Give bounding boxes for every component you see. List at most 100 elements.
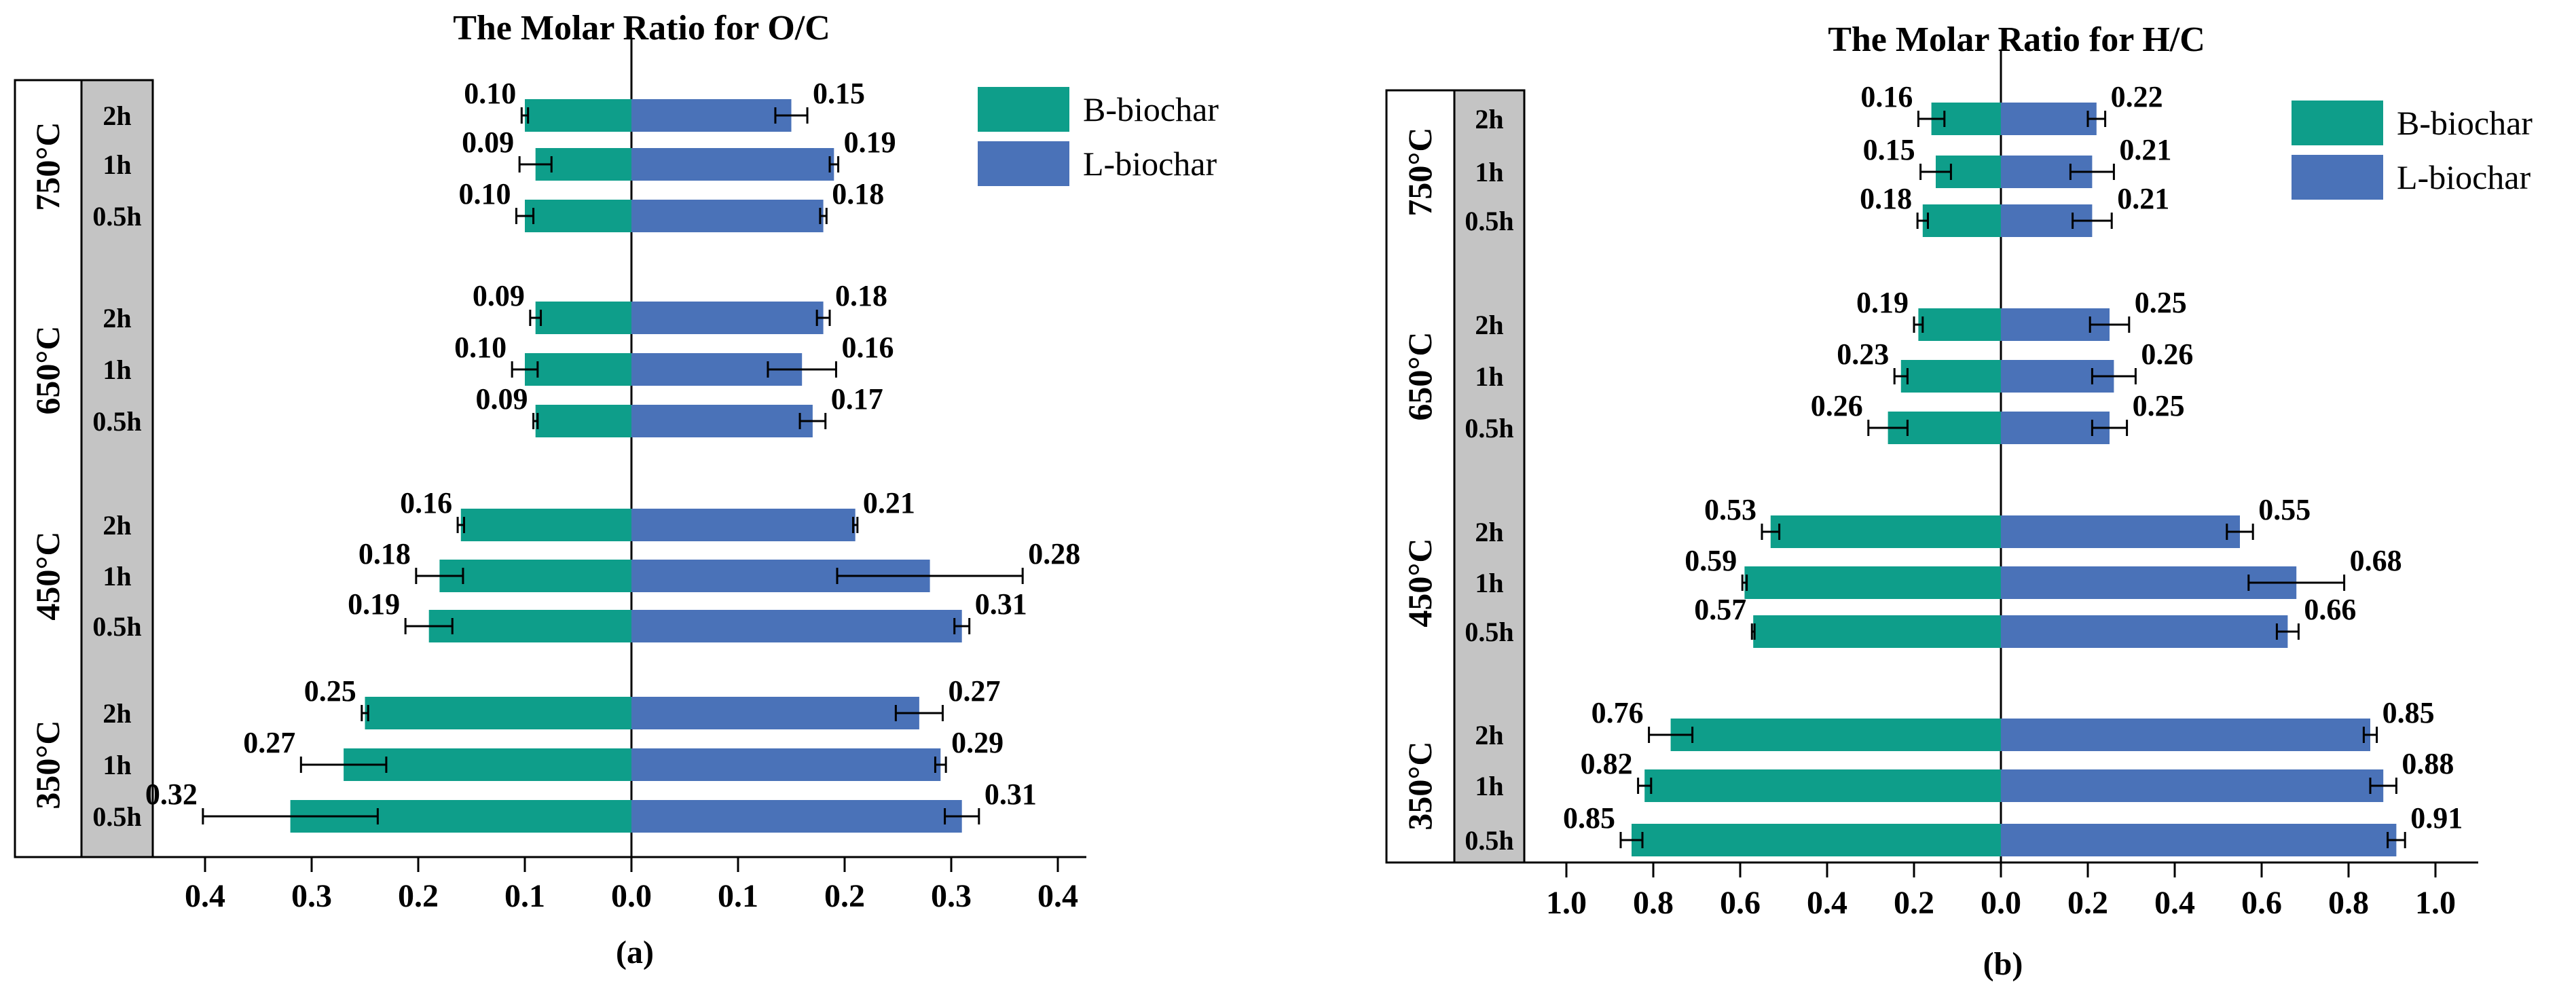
l-biochar-bar: [631, 148, 834, 181]
x-tick-label: 0.1: [504, 878, 545, 914]
value-label: 0.09: [473, 279, 525, 312]
b-biochar-bar: [1770, 515, 2001, 548]
value-label: 0.85: [1563, 801, 1615, 835]
value-label: 0.16: [1860, 80, 1913, 113]
value-label: 0.25: [304, 674, 356, 708]
duration-label: 0.5h: [92, 801, 141, 832]
l-biochar-bar: [2001, 566, 2297, 599]
value-label: 0.17: [831, 382, 883, 416]
x-tick-label: 0.0: [611, 878, 652, 914]
value-label: 0.10: [458, 177, 511, 211]
value-label: 0.26: [1811, 389, 1863, 422]
duration-label: 1h: [103, 355, 131, 385]
temperature-column: [1385, 89, 1456, 864]
value-label: 0.55: [2258, 493, 2311, 526]
temperature-label: 750°C: [1401, 127, 1439, 216]
legend-label: B-biochar: [2397, 104, 2533, 142]
value-label: 0.85: [2382, 696, 2435, 729]
temperature-label: 350°C: [1401, 741, 1439, 830]
duration-label: 0.5h: [1465, 413, 1513, 443]
legend-label: B-biochar: [1083, 90, 1219, 128]
l-biochar-bar: [631, 99, 792, 132]
chart-title: The Molar Ratio for H/C: [1828, 20, 2205, 59]
b-biochar-bar: [1918, 308, 2001, 341]
l-biochar-bar: [2001, 769, 2384, 802]
value-label: 0.19: [348, 587, 400, 621]
x-tick-label: 0.8: [1633, 885, 1674, 921]
value-label: 0.22: [2111, 80, 2163, 113]
value-label: 0.28: [1028, 537, 1080, 570]
l-biochar-bar: [631, 405, 813, 437]
value-label: 0.19: [844, 126, 896, 159]
duration-label: 0.5h: [1465, 617, 1513, 647]
value-label: 0.25: [2135, 286, 2187, 319]
value-label: 0.21: [863, 486, 915, 520]
value-label: 0.25: [2133, 389, 2185, 422]
l-biochar-bar: [2001, 103, 2097, 135]
value-label: 0.31: [985, 778, 1037, 811]
duration-label: 0.5h: [1465, 206, 1513, 236]
duration-label: 2h: [103, 698, 131, 729]
duration-label: 2h: [103, 303, 131, 333]
x-tick-label: 0.6: [2241, 885, 2282, 921]
value-label: 0.88: [2402, 747, 2454, 780]
value-label: 0.09: [476, 382, 528, 416]
b-biochar-bar: [428, 610, 631, 642]
duration-label: 2h: [103, 510, 131, 541]
l-biochar-bar: [631, 509, 855, 541]
legend-label: L-biochar: [1083, 145, 1217, 183]
duration-label: 2h: [1475, 104, 1503, 134]
l-biochar-bar: [631, 610, 962, 642]
x-tick-label: 1.0: [1546, 885, 1587, 921]
temperature-label: 450°C: [29, 531, 67, 620]
chart-panel-a: The Molar Ratio for O/C 0.4 0.3 0.2 0.1 0.0 0.…: [14, 9, 1219, 970]
duration-label: 1h: [1475, 157, 1503, 187]
temperature-label: 450°C: [1401, 538, 1439, 627]
panel-caption: (a): [616, 934, 654, 970]
b-biochar-bar: [535, 405, 631, 437]
value-label: 0.82: [1581, 747, 1633, 780]
duration-label: 0.5h: [1465, 825, 1513, 856]
duration-label: 1h: [1475, 771, 1503, 801]
value-label: 0.76: [1591, 696, 1644, 729]
b-biochar-bar: [525, 99, 631, 132]
l-biochar-bar: [631, 748, 941, 781]
panel-caption: (b): [1983, 946, 2023, 982]
value-label: 0.32: [145, 778, 198, 811]
legend-swatch-l-biochar: [978, 141, 1069, 186]
value-label: 0.10: [454, 331, 507, 364]
value-label: 0.15: [813, 77, 865, 110]
b-biochar-bar: [460, 509, 631, 541]
value-label: 0.15: [1863, 133, 1915, 166]
x-tick-label: 0.3: [931, 878, 972, 914]
duration-label: 2h: [1475, 310, 1503, 340]
duration-label: 2h: [1475, 517, 1503, 547]
duration-label: 0.5h: [92, 201, 141, 232]
x-tick-label: 0.4: [185, 878, 225, 914]
duration-label: 0.5h: [92, 611, 141, 642]
x-tick-label: 0.6: [1720, 885, 1761, 921]
value-label: 0.19: [1856, 286, 1909, 319]
duration-label: 0.5h: [92, 406, 141, 437]
l-biochar-bar: [631, 302, 824, 334]
value-label: 0.68: [2350, 544, 2402, 577]
x-tick-label: 0.3: [291, 878, 332, 914]
b-biochar-bar: [439, 560, 631, 592]
temperature-label: 650°C: [1401, 331, 1439, 420]
b-biochar-bar: [535, 302, 631, 334]
value-label: 0.09: [462, 126, 514, 159]
duration-column: [1453, 89, 1526, 864]
x-tick-label: 0.2: [2067, 885, 2108, 921]
legend-swatch-b-biochar: [2292, 101, 2383, 145]
value-label: 0.18: [832, 177, 884, 211]
l-biochar-bar: [631, 200, 824, 232]
temperature-label: 350°C: [29, 720, 67, 809]
x-tick-label: 0.2: [398, 878, 439, 914]
value-label: 0.18: [358, 537, 411, 570]
b-biochar-bar: [1632, 824, 2001, 856]
b-biochar-bar: [1922, 204, 2001, 237]
value-label: 0.21: [2117, 182, 2169, 215]
b-biochar-bar: [525, 200, 631, 232]
duration-label: 1h: [103, 561, 131, 592]
